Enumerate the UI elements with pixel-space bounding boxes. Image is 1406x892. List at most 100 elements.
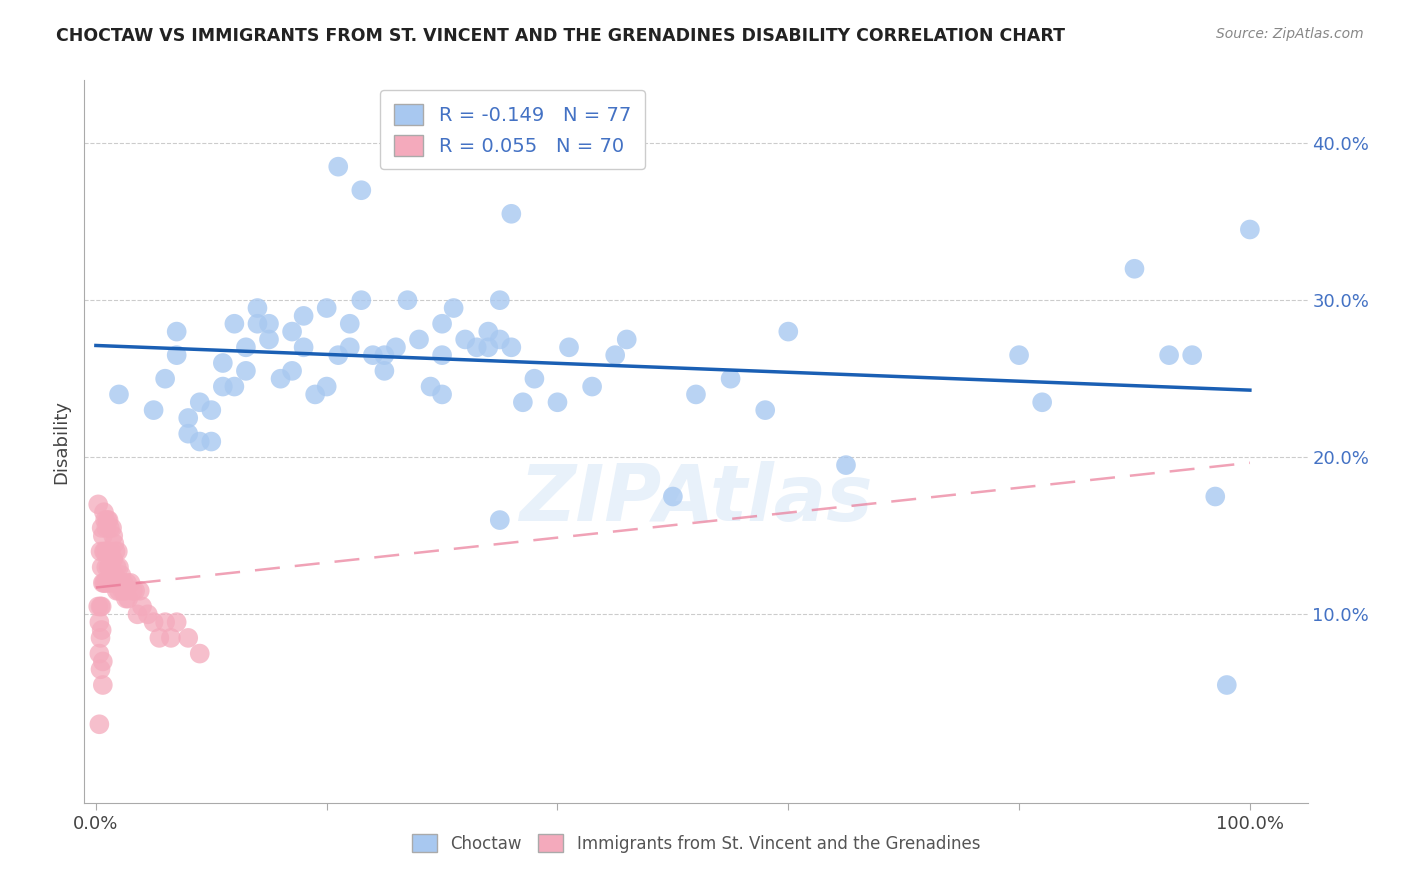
Point <box>89 717 111 731</box>
Point <box>1239 222 1261 236</box>
Point <box>281 364 304 378</box>
Point <box>177 631 200 645</box>
Point <box>94 513 117 527</box>
Point <box>292 309 315 323</box>
Point <box>128 583 150 598</box>
Point <box>419 379 441 393</box>
Point <box>103 536 125 550</box>
Text: Source: ZipAtlas.com: Source: ZipAtlas.com <box>1216 27 1364 41</box>
Point <box>200 403 222 417</box>
Point <box>96 513 118 527</box>
Point <box>477 340 499 354</box>
Point <box>90 599 112 614</box>
Point <box>96 521 118 535</box>
Point <box>385 340 408 354</box>
Point <box>246 301 269 315</box>
Point <box>443 301 465 315</box>
Point <box>581 379 603 393</box>
Point <box>188 647 211 661</box>
Point <box>501 207 523 221</box>
Point <box>89 631 111 645</box>
Point <box>93 544 115 558</box>
Point <box>105 560 128 574</box>
Point <box>96 575 118 590</box>
Point <box>547 395 569 409</box>
Point <box>1008 348 1031 362</box>
Point <box>101 521 124 535</box>
Point <box>107 575 129 590</box>
Point <box>89 662 111 676</box>
Point <box>235 340 257 354</box>
Point <box>257 317 280 331</box>
Point <box>778 325 800 339</box>
Point <box>361 348 384 362</box>
Point <box>97 513 120 527</box>
Point <box>211 379 233 393</box>
Point <box>90 560 112 574</box>
Point <box>200 434 222 449</box>
Point <box>103 568 125 582</box>
Point <box>166 615 188 630</box>
Point <box>89 615 111 630</box>
Point <box>121 583 143 598</box>
Point <box>160 631 183 645</box>
Point <box>103 552 125 566</box>
Point <box>91 678 114 692</box>
Point <box>110 568 132 582</box>
Point <box>117 591 139 606</box>
Point <box>720 372 742 386</box>
Point <box>114 583 136 598</box>
Point <box>211 356 233 370</box>
Point <box>616 333 638 347</box>
Point <box>188 434 211 449</box>
Point <box>127 607 149 622</box>
Point <box>96 560 118 574</box>
Point <box>430 348 453 362</box>
Point <box>373 364 395 378</box>
Point <box>100 544 122 558</box>
Point <box>754 403 776 417</box>
Point <box>224 379 246 393</box>
Point <box>501 340 523 354</box>
Point <box>270 372 292 386</box>
Text: CHOCTAW VS IMMIGRANTS FROM ST. VINCENT AND THE GRENADINES DISABILITY CORRELATION: CHOCTAW VS IMMIGRANTS FROM ST. VINCENT A… <box>56 27 1066 45</box>
Point <box>488 513 510 527</box>
Point <box>90 521 112 535</box>
Point <box>523 372 546 386</box>
Point <box>131 599 153 614</box>
Point <box>91 655 114 669</box>
Point <box>224 317 246 331</box>
Point <box>315 301 337 315</box>
Point <box>87 599 110 614</box>
Point <box>94 575 117 590</box>
Point <box>350 183 373 197</box>
Point <box>396 144 419 158</box>
Point <box>339 340 361 354</box>
Point <box>408 333 430 347</box>
Text: ZIPAtlas: ZIPAtlas <box>519 461 873 537</box>
Point <box>662 490 685 504</box>
Point <box>91 575 114 590</box>
Point <box>1123 261 1146 276</box>
Point <box>98 560 121 574</box>
Point <box>96 544 118 558</box>
Point <box>488 333 510 347</box>
Point <box>430 387 453 401</box>
Point <box>1031 395 1053 409</box>
Point <box>87 497 110 511</box>
Point <box>111 583 134 598</box>
Point <box>90 623 112 637</box>
Point <box>97 560 120 574</box>
Point <box>107 544 129 558</box>
Point <box>104 544 127 558</box>
Point <box>153 615 176 630</box>
Point <box>328 160 350 174</box>
Point <box>89 647 111 661</box>
Point <box>98 521 121 535</box>
Point <box>115 591 138 606</box>
Point <box>101 552 124 566</box>
Point <box>477 325 499 339</box>
Point <box>281 325 304 339</box>
Point <box>465 340 488 354</box>
Point <box>105 583 128 598</box>
